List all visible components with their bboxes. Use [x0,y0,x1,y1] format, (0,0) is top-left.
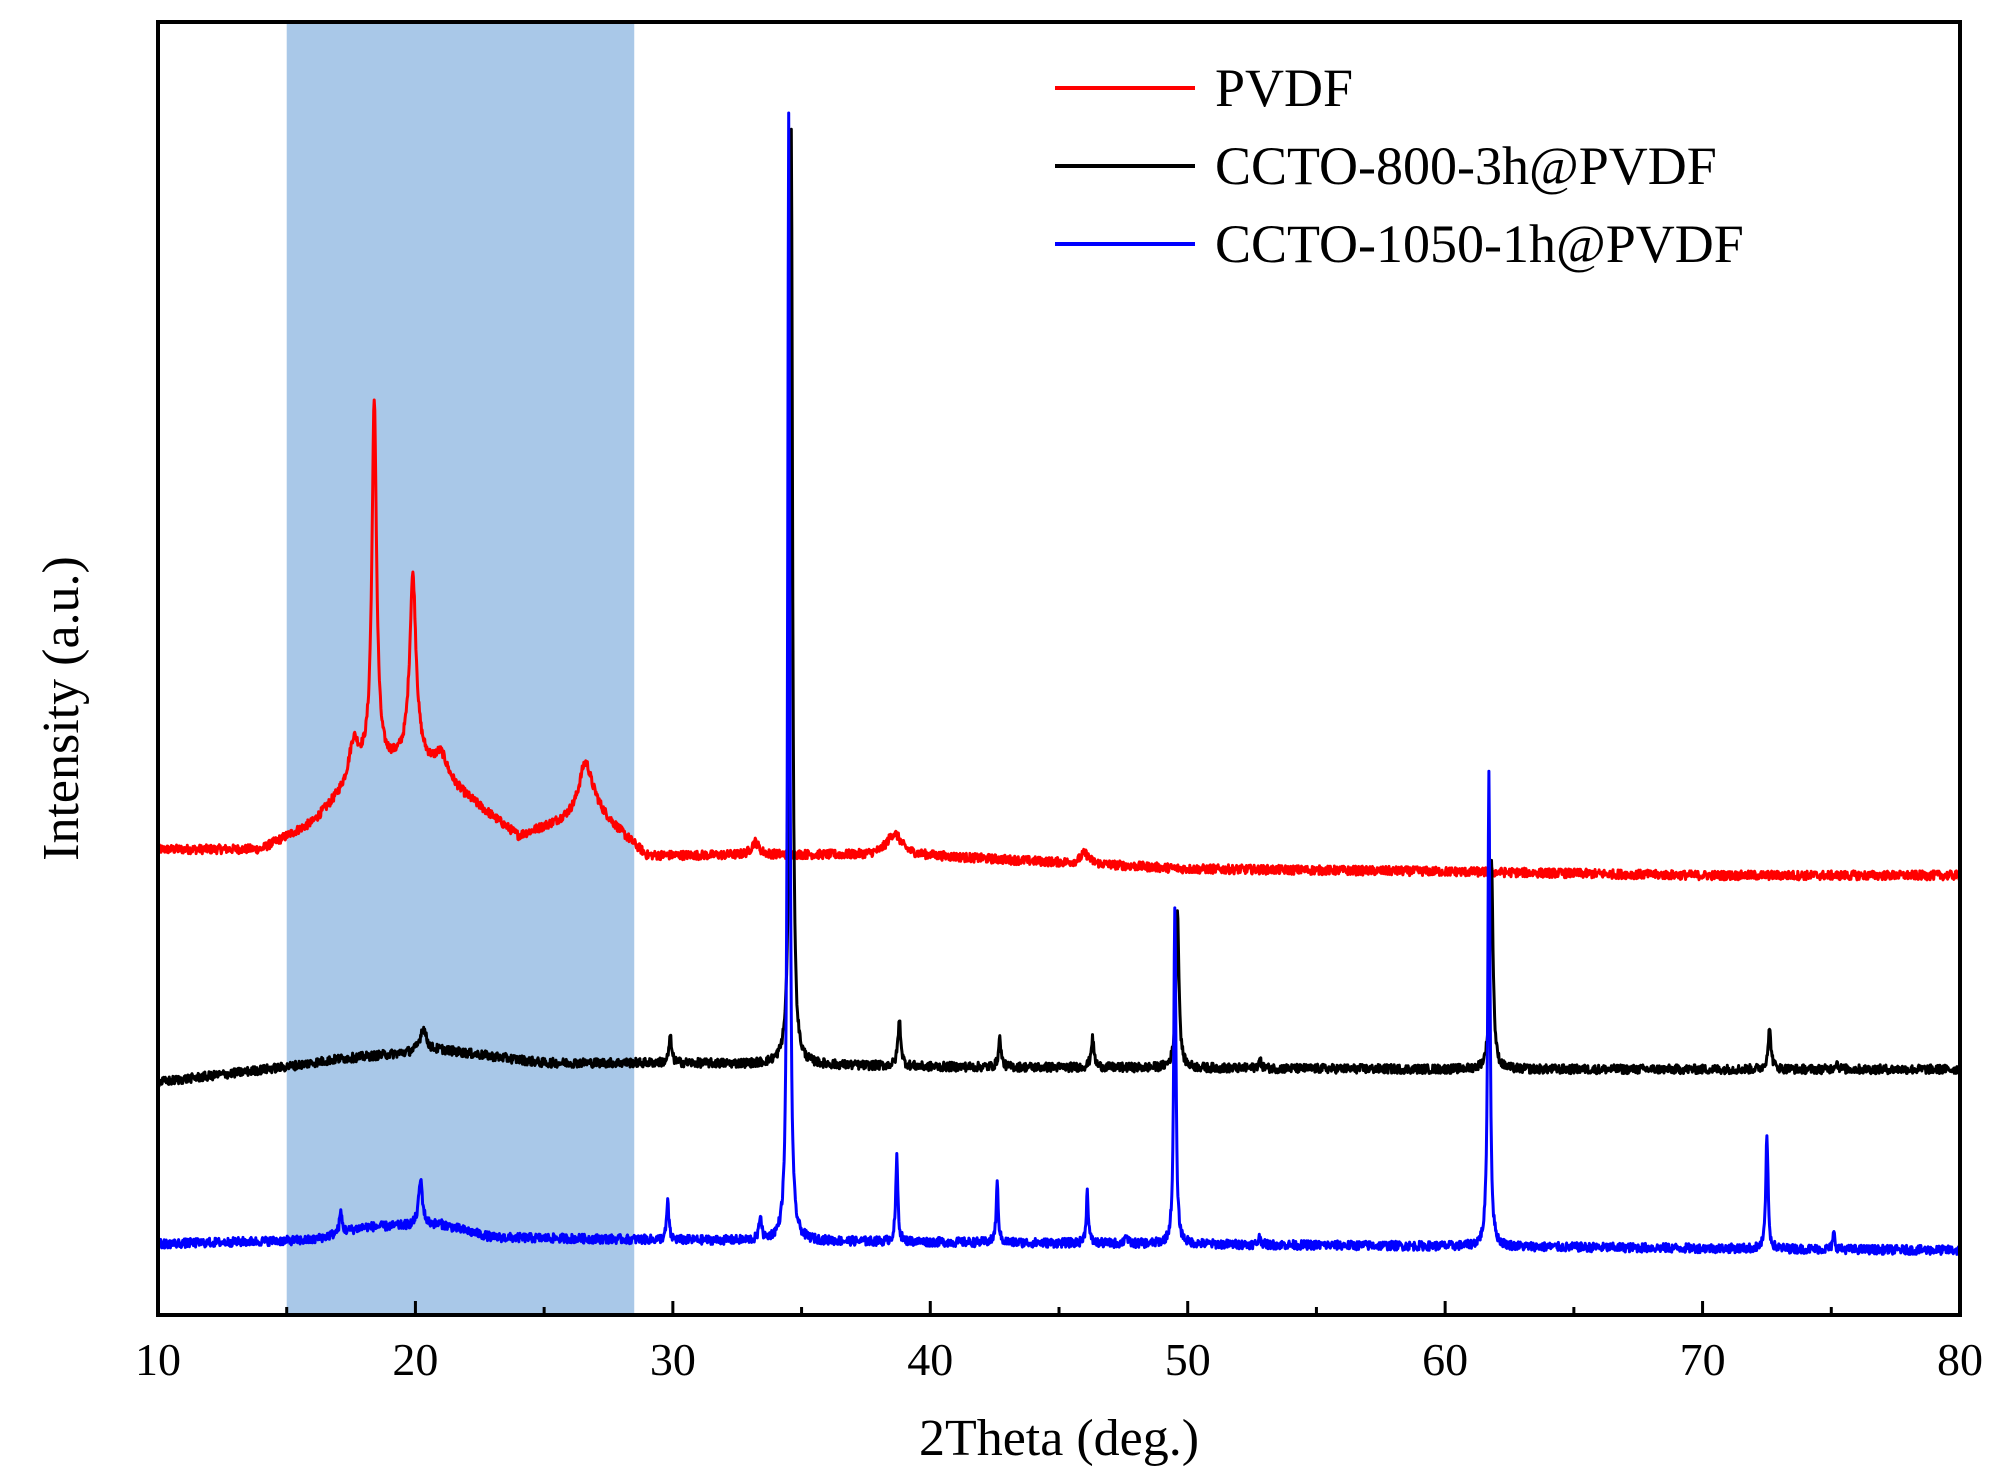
x-tick-label: 30 [650,1334,696,1385]
series-line-ccto-1050-1h-pvdf [156,111,1962,1256]
legend-label: CCTO-800-3h@PVDF [1215,136,1717,196]
x-tick-label: 40 [907,1334,953,1385]
series-layer [156,111,1962,1256]
series-line-pvdf [156,398,1962,882]
legend-label: PVDF [1215,58,1353,118]
x-axis-title: 2Theta (deg.) [919,1410,1199,1467]
x-tick-label: 20 [392,1334,438,1385]
series-line-ccto-800-3h-pvdf [156,127,1962,1088]
x-axis: 10 20 30 40 50 60 70 80 [135,1301,1983,1385]
x-tick-label: 50 [1165,1334,1211,1385]
x-tick-label: 80 [1937,1334,1983,1385]
legend-label: CCTO-1050-1h@PVDF [1215,214,1744,274]
highlight-region [286,22,635,1315]
y-axis-title: Intensity (a.u.) [33,556,90,861]
x-tick-label: 70 [1680,1334,1726,1385]
x-tick-label: 10 [135,1334,181,1385]
x-tick-label: 60 [1422,1334,1468,1385]
legend: PVDF CCTO-800-3h@PVDF CCTO-1050-1h@PVDF [1055,58,1744,274]
